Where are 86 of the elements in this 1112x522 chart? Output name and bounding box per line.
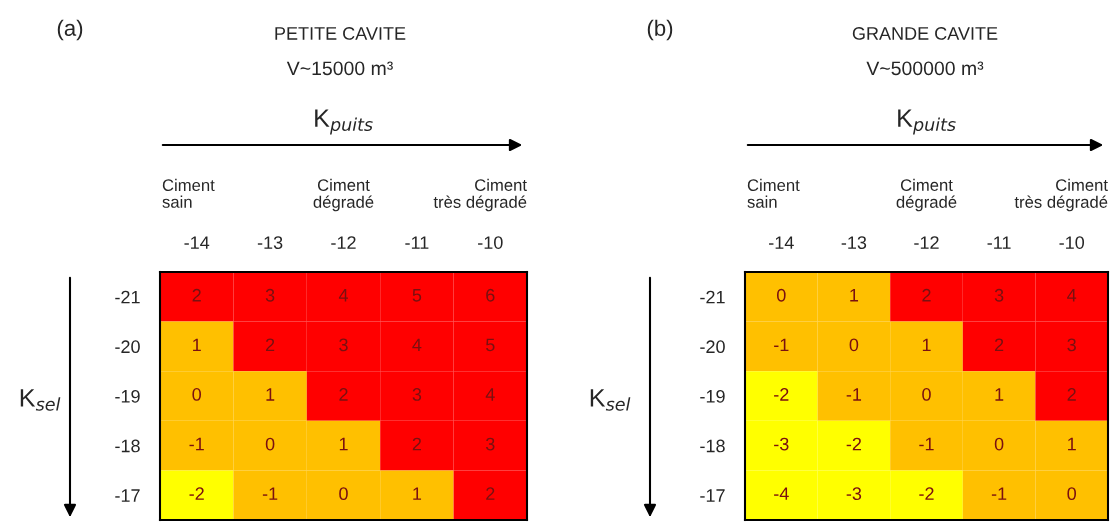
data-label: -2 (919, 487, 934, 500)
data-label: 2 (412, 437, 422, 451)
data-label: -3 (846, 487, 862, 501)
data-label: 2 (486, 487, 495, 500)
data-label: 4 (338, 289, 348, 302)
data-label: 5 (486, 338, 495, 352)
data-label: 0 (994, 437, 1004, 451)
data-label: 1 (339, 437, 348, 451)
data-label: -1 (846, 388, 862, 401)
x-tick-label: -11 (405, 236, 429, 249)
x-tick-label: -13 (841, 236, 867, 249)
y-axis-title: K$_{sel}$ (20, 389, 61, 411)
y-tick-label: -20 (700, 340, 725, 354)
chart-subtitle: V~500000 m³ (866, 61, 984, 76)
data-label: 6 (486, 288, 495, 302)
data-label: 0 (1067, 487, 1077, 501)
text: (b) (647, 19, 673, 41)
y-tick-label: -18 (700, 439, 725, 453)
data-label: 1 (995, 388, 1004, 401)
data-label: 2 (192, 288, 201, 302)
data-label: 0 (265, 437, 275, 451)
x-tick-label: -11 (987, 236, 1011, 249)
y-tick-label: -20 (115, 340, 140, 354)
data-label: -1 (774, 338, 789, 352)
data-label: 4 (1067, 289, 1077, 302)
data-label: 2 (339, 388, 348, 401)
data-label: -2 (774, 388, 789, 401)
data-label: 1 (266, 388, 275, 401)
data-label: 3 (339, 338, 348, 352)
data-label: 2 (922, 288, 931, 302)
data-label: -1 (919, 437, 934, 451)
y-tick-label: -19 (700, 389, 725, 403)
data-label: 3 (994, 288, 1004, 302)
x-axis-title: K$_{puits}$ (315, 109, 373, 135)
data-label: -4 (774, 487, 789, 500)
data-label: 0 (192, 388, 202, 401)
data-label: 0 (339, 487, 348, 501)
text: Ciment dégradé (896, 178, 957, 212)
text: Ciment sain (162, 178, 215, 208)
y-tick-label: -21 (700, 290, 725, 304)
x-tick-label: -10 (478, 236, 503, 249)
data-label: 0 (849, 338, 859, 352)
data-label: 2 (1067, 388, 1076, 401)
data-label: -2 (846, 437, 862, 451)
text: Ciment sain (747, 178, 800, 208)
chart-title: GRANDE CAVITE (852, 27, 998, 40)
data-label: -1 (262, 487, 278, 500)
x-tick-label: -14 (769, 236, 794, 249)
text: Ciment très dégradé (1014, 178, 1108, 212)
data-label: 3 (485, 437, 495, 451)
data-label: 1 (193, 338, 201, 352)
chart-subtitle: V~15000 m³ (286, 61, 393, 76)
chart-title: PETITE CAVITE (275, 27, 406, 40)
y-tick-label: -17 (115, 489, 140, 502)
y-tick-label: -21 (115, 290, 140, 304)
data-label: 2 (265, 338, 275, 352)
data-label: 1 (850, 289, 859, 302)
data-label: 4 (485, 388, 495, 401)
x-tick-label: -12 (914, 236, 939, 249)
x-tick-label: -10 (1059, 236, 1085, 249)
data-label: 1 (1068, 437, 1076, 451)
data-label: -3 (774, 437, 789, 451)
x-tick-label: -14 (184, 236, 210, 249)
y-tick-label: -19 (115, 389, 140, 403)
data-label: 0 (922, 388, 931, 401)
data-label: -2 (189, 487, 204, 500)
y-tick-label: -18 (115, 439, 140, 453)
data-label: 2 (994, 338, 1004, 352)
data-label: -1 (991, 487, 1007, 500)
y-axis-title: K$_{sel}$ (590, 389, 631, 411)
data-label: 4 (412, 338, 422, 352)
data-label: 3 (265, 288, 275, 302)
data-label: -1 (189, 437, 204, 451)
y-tick-label: -17 (700, 489, 725, 502)
data-label: 0 (776, 288, 786, 302)
text: (a) (57, 19, 83, 41)
x-axis-title: K$_{puits}$ (898, 109, 956, 135)
data-label: 1 (922, 338, 931, 352)
data-label: 3 (412, 388, 422, 401)
data-label: 1 (413, 487, 422, 500)
x-tick-label: -12 (331, 236, 356, 249)
text: Ciment dégradé (313, 178, 374, 212)
data-label: 5 (412, 289, 422, 302)
text: Ciment très dégradé (433, 178, 527, 212)
data-label: 3 (1067, 338, 1076, 352)
x-tick-label: -13 (257, 236, 283, 249)
